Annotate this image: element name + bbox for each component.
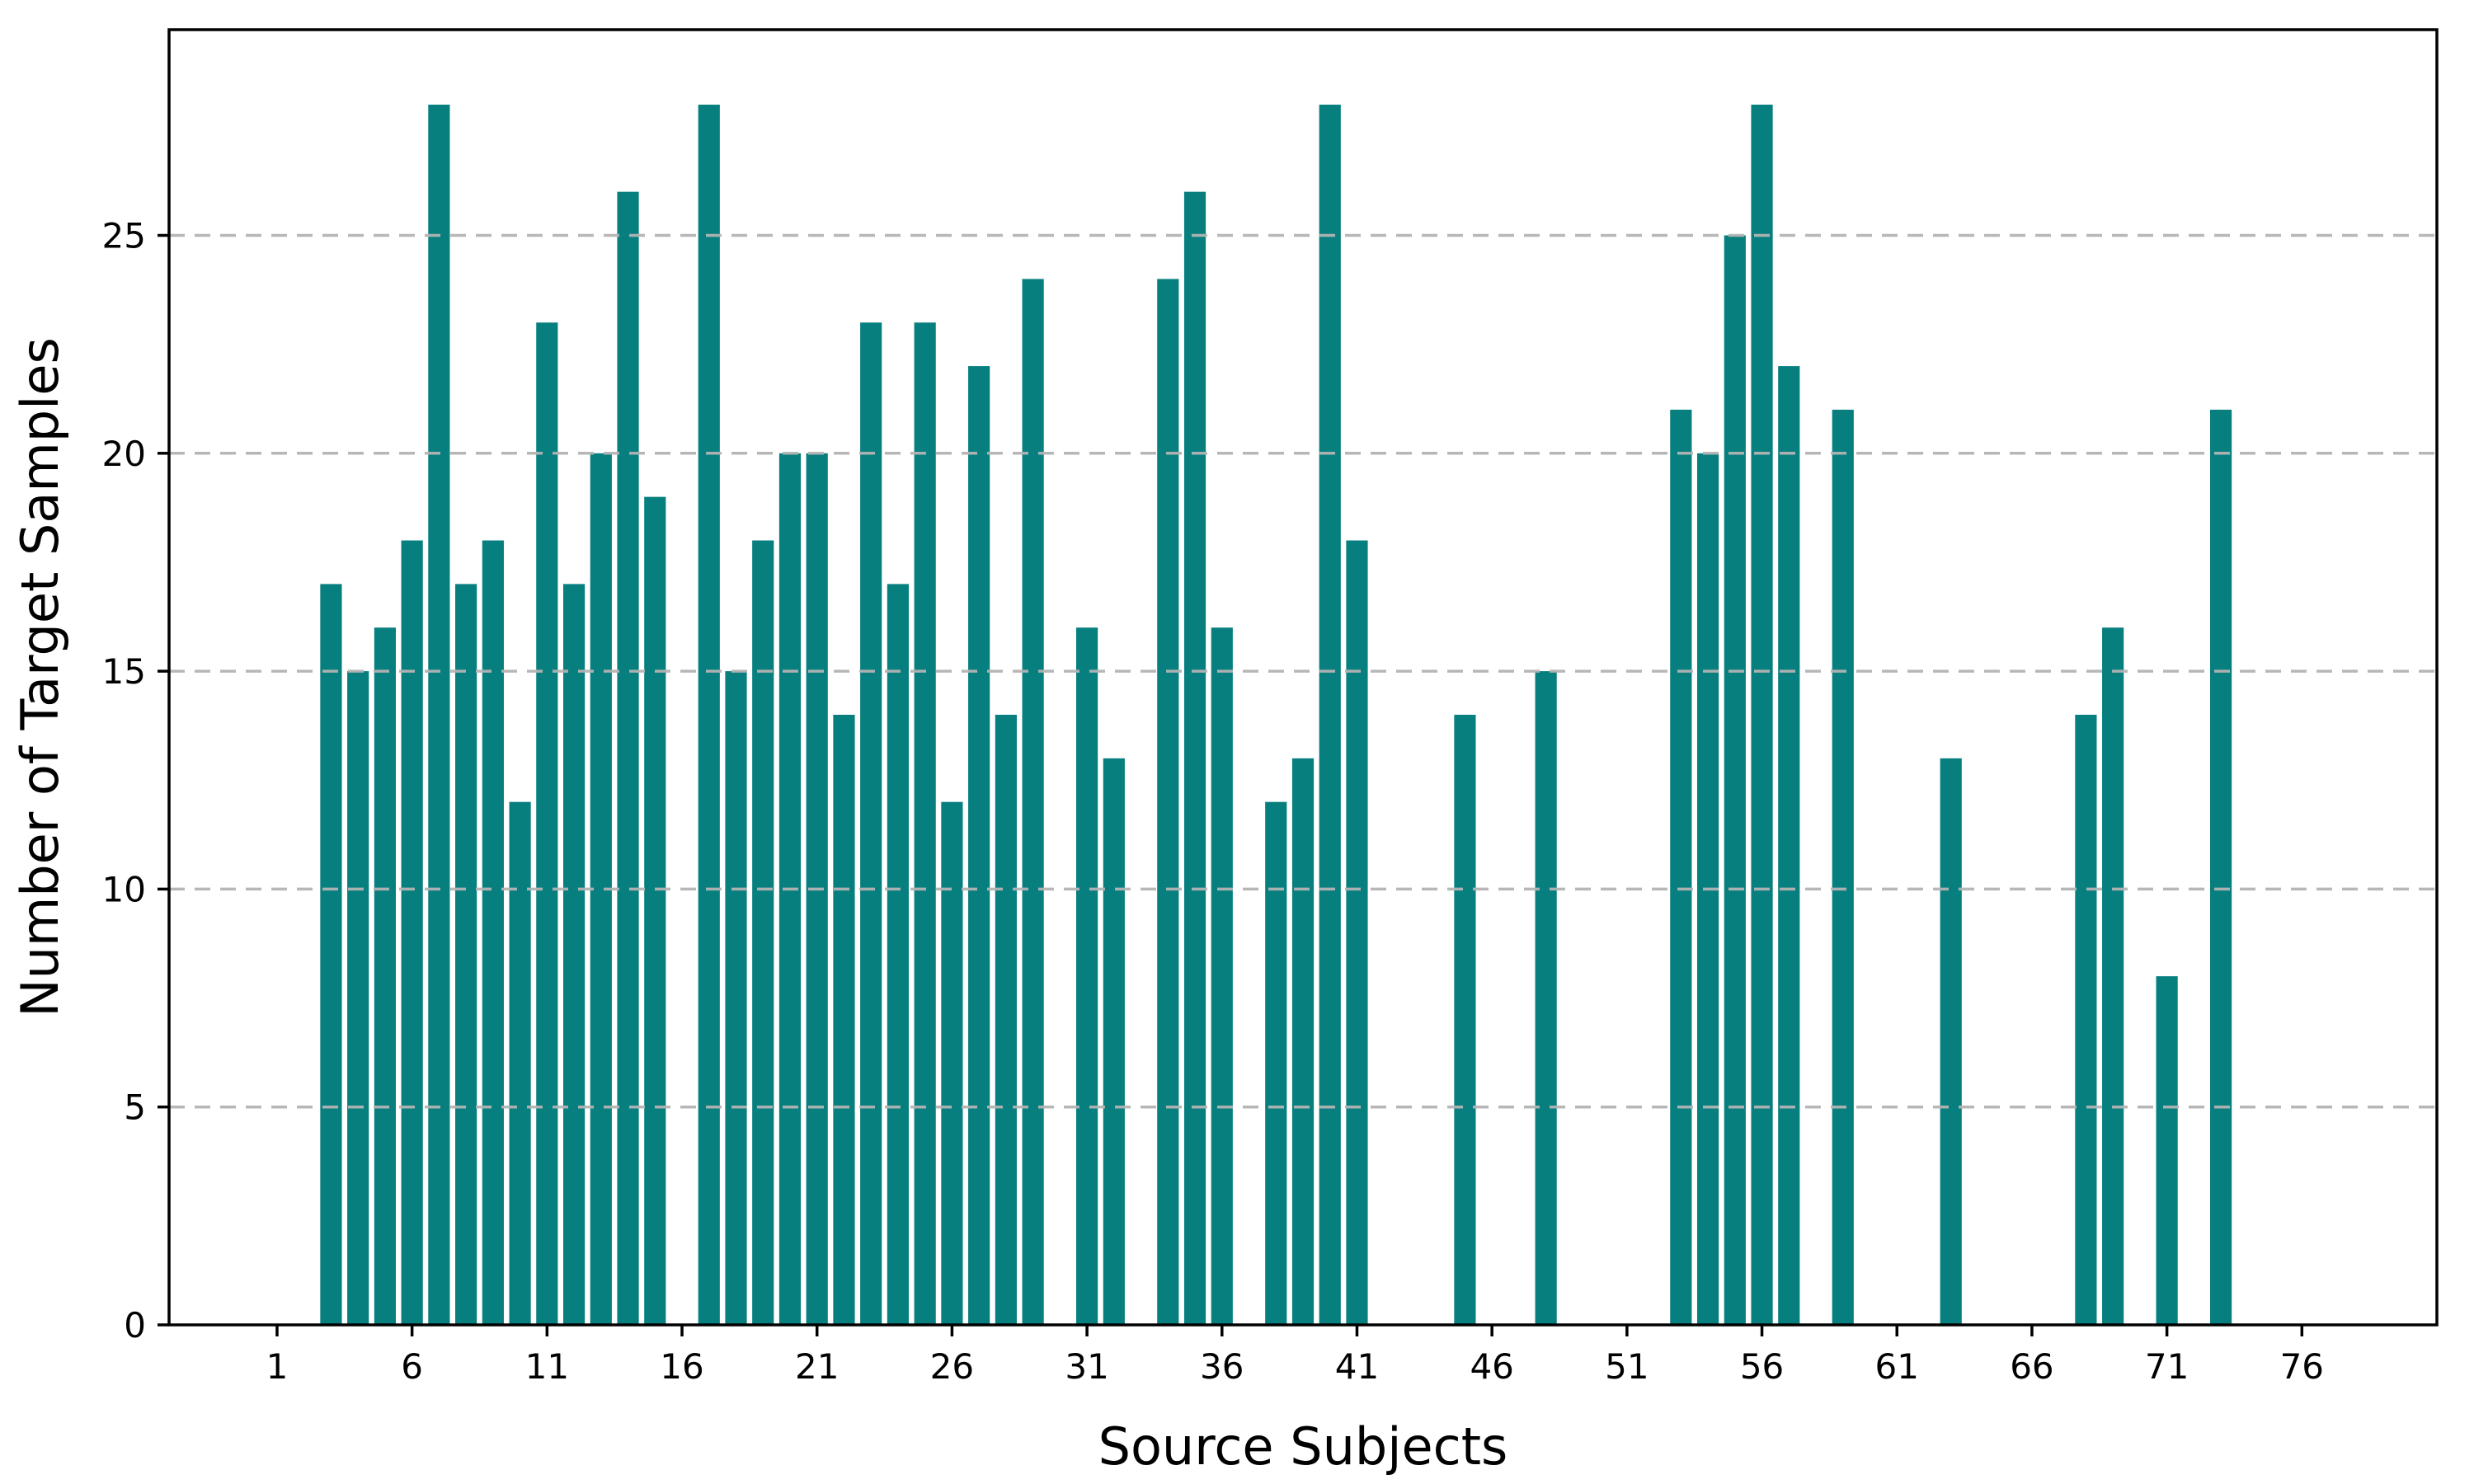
y-tick-label-5: 5 (124, 1087, 146, 1128)
bar-subject-18 (725, 671, 747, 1325)
bar-subject-22 (833, 714, 855, 1325)
x-tick-labels-group: 1 6 11 16 21 26 31 36 41 46 51 56 61 66 71 76 (266, 1346, 2324, 1387)
bar-subject-5 (374, 627, 396, 1325)
bar-subject-45 (1454, 714, 1476, 1325)
bar-subject-71 (2156, 976, 2178, 1325)
bar-subject-28 (995, 714, 1017, 1325)
x-tick-label-6: 6 (401, 1346, 423, 1387)
bar-subject-53 (1670, 409, 1692, 1325)
bar-subject-27 (968, 366, 990, 1326)
bar-subject-39 (1291, 758, 1315, 1325)
bar-subject-41 (1346, 540, 1368, 1325)
bar-subject-26 (941, 801, 963, 1325)
bar-subject-56 (1751, 104, 1773, 1326)
x-tick-label-11: 11 (525, 1346, 569, 1387)
bar-subject-31 (1076, 627, 1098, 1325)
x-tick-label-1: 1 (266, 1346, 289, 1387)
bar-subject-24 (887, 584, 910, 1325)
bar-subject-9 (482, 540, 504, 1325)
bar-subject-59 (1832, 409, 1854, 1325)
bar-subject-25 (914, 322, 936, 1326)
bar-subject-3 (320, 584, 342, 1325)
bar-subject-40 (1319, 104, 1341, 1326)
bar-subject-55 (1724, 235, 1746, 1326)
plot-border (167, 28, 2439, 1327)
x-tick-label-26: 26 (930, 1346, 974, 1387)
x-tick-label-66: 66 (2010, 1346, 2053, 1387)
bar-subject-69 (2102, 627, 2124, 1325)
bar-subject-38 (1265, 801, 1287, 1325)
gridlines-group (169, 233, 2437, 1109)
x-tick-label-76: 76 (2280, 1346, 2324, 1387)
x-tick-label-46: 46 (1470, 1346, 1513, 1387)
y-axis-label: Number of Target Samples (10, 337, 70, 1017)
x-tick-label-51: 51 (1605, 1346, 1649, 1387)
bar-subject-63 (1940, 758, 1962, 1325)
bar-subject-35 (1183, 191, 1206, 1326)
bar-subject-48 (1535, 671, 1557, 1325)
bar-subject-17 (698, 104, 720, 1326)
bar-subject-6 (401, 540, 423, 1325)
y-tick-label-0: 0 (124, 1305, 146, 1345)
bar-subject-11 (536, 322, 558, 1326)
bar-subject-19 (752, 540, 774, 1325)
bar-subject-12 (562, 584, 586, 1325)
x-tick-label-31: 31 (1065, 1346, 1108, 1387)
bar-subject-29 (1022, 279, 1044, 1325)
x-tick-label-41: 41 (1335, 1346, 1379, 1387)
bar-subject-14 (617, 191, 639, 1326)
y-tick-labels-group: 0 5 10 15 20 25 (102, 215, 146, 1345)
x-tick-label-61: 61 (1875, 1346, 1919, 1387)
bar-subject-36 (1211, 627, 1233, 1325)
bar-subject-15 (644, 496, 666, 1325)
bar-subject-68 (2075, 714, 2097, 1325)
y-tick-label-10: 10 (102, 869, 146, 909)
bar-subject-8 (455, 584, 477, 1325)
bar-subject-4 (347, 671, 369, 1325)
bar-subject-73 (2210, 409, 2232, 1325)
x-tick-label-56: 56 (1740, 1346, 1784, 1387)
bar-subject-7 (428, 104, 450, 1326)
y-tick-label-20: 20 (102, 434, 146, 474)
bar-subject-10 (509, 801, 531, 1325)
x-axis-label: Source Subjects (1098, 1416, 1508, 1477)
x-tick-label-36: 36 (1200, 1346, 1244, 1387)
bar-subject-57 (1778, 366, 1800, 1326)
y-ticks-group (158, 233, 169, 1327)
x-tick-label-71: 71 (2145, 1346, 2189, 1387)
bar-subject-34 (1157, 279, 1179, 1325)
bar-subject-23 (860, 322, 882, 1326)
x-tick-label-21: 21 (795, 1346, 839, 1387)
x-ticks-group (275, 1325, 2304, 1336)
y-tick-label-15: 15 (102, 651, 146, 692)
y-tick-label-25: 25 (102, 215, 146, 256)
x-tick-label-16: 16 (660, 1346, 703, 1387)
bar-subject-32 (1103, 758, 1125, 1325)
